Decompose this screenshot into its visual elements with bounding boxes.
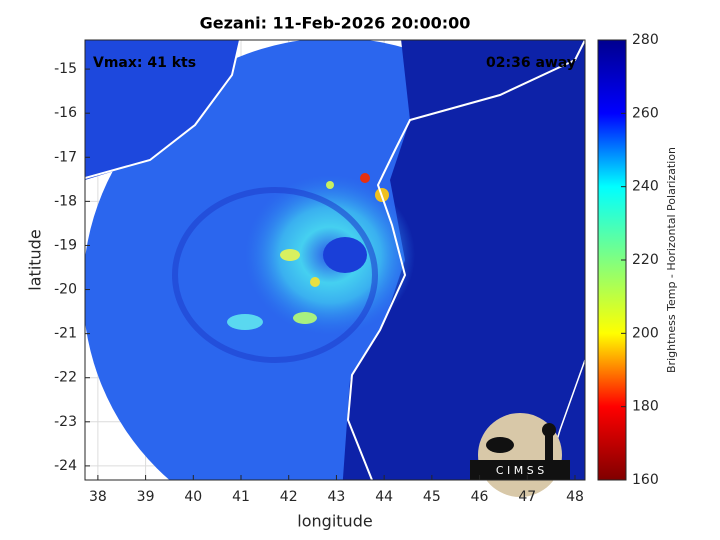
y-tick-label: -15 bbox=[54, 61, 77, 77]
y-tick-label: -17 bbox=[54, 149, 77, 165]
colorbar-tick-label: 220 bbox=[632, 252, 659, 268]
colorbar-tick-label: 180 bbox=[632, 399, 659, 415]
chart-title: Gezani: 11-Feb-2026 20:00:00 bbox=[200, 14, 471, 33]
colorbar-tick-label: 260 bbox=[632, 105, 659, 121]
y-tick-label: -23 bbox=[54, 414, 77, 430]
x-tick-label: 43 bbox=[328, 489, 346, 505]
colorbar-tick-label: 240 bbox=[632, 179, 659, 195]
x-tick-label: 40 bbox=[184, 489, 202, 505]
x-tick-label: 48 bbox=[566, 489, 584, 505]
y-tick-label: -19 bbox=[54, 237, 77, 253]
colorbar-tick-label: 280 bbox=[632, 32, 659, 48]
x-tick-label: 38 bbox=[89, 489, 107, 505]
colorbar-tick-label: 200 bbox=[632, 325, 659, 341]
x-tick-label: 42 bbox=[280, 489, 298, 505]
y-tick-label: -22 bbox=[54, 370, 77, 386]
colorbar-label: Brightness Temp - Horizontal Polarizatio… bbox=[665, 147, 678, 373]
colorbar-tick-label: 160 bbox=[632, 472, 659, 488]
x-tick-label: 39 bbox=[137, 489, 155, 505]
logo-text: C I M S S bbox=[496, 464, 544, 477]
x-tick-label: 46 bbox=[471, 489, 489, 505]
y-tick-label: -20 bbox=[54, 282, 77, 298]
x-tick-label: 44 bbox=[375, 489, 393, 505]
x-tick-label: 45 bbox=[423, 489, 441, 505]
x-axis-label: longitude bbox=[297, 512, 372, 531]
y-tick-label: -18 bbox=[54, 193, 77, 209]
annotation: 02:36 away bbox=[486, 55, 576, 71]
plot-frame bbox=[84, 39, 586, 481]
y-axis-label: latitude bbox=[26, 229, 45, 290]
x-tick-label: 47 bbox=[518, 489, 536, 505]
y-tick-label: -21 bbox=[54, 326, 77, 342]
x-tick-label: 41 bbox=[232, 489, 250, 505]
annotation: Vmax: 41 kts bbox=[93, 55, 196, 71]
cimss-logo: C I M S S bbox=[470, 413, 570, 497]
satellite-image bbox=[85, 40, 585, 480]
y-tick-label: -16 bbox=[54, 105, 77, 121]
y-tick-label: -24 bbox=[54, 458, 77, 474]
